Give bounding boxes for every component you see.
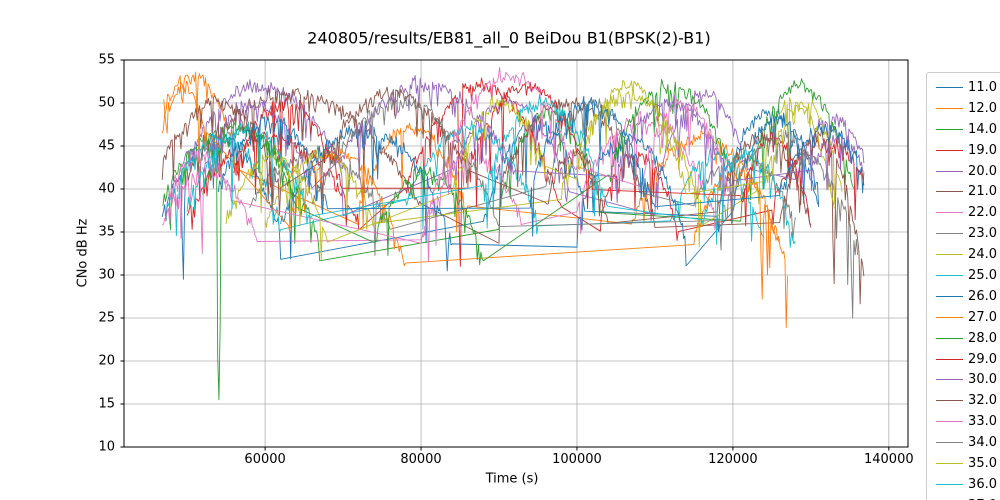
legend-label: 34.0	[968, 435, 997, 451]
x-tick-label: 120000	[708, 452, 758, 467]
legend-label: 36.0	[968, 476, 997, 492]
legend-line-swatch	[936, 254, 963, 256]
legend-line-swatch	[936, 337, 963, 339]
legend-item: 32.0	[927, 390, 1000, 411]
y-tick-label: 50	[98, 95, 115, 111]
legend-label: 35.0	[968, 455, 997, 471]
y-tick-label: 25	[98, 310, 115, 326]
legend-line-swatch	[936, 295, 963, 297]
legend: 11.0 12.0 14.0 19.0 20.0 21.0 22.0 23.0 24.0 25.0…	[926, 72, 1000, 500]
legend-item: 24.0	[927, 244, 1000, 265]
legend-line-swatch	[936, 462, 963, 464]
legend-line-swatch	[936, 86, 963, 88]
legend-item: 21.0	[927, 181, 1000, 202]
x-tick-label: 60000	[244, 452, 286, 467]
y-tick-label: 15	[98, 396, 115, 412]
legend-item: 25.0	[927, 265, 1000, 286]
legend-line-swatch	[936, 191, 963, 193]
legend-label: 14.0	[968, 121, 997, 137]
legend-item: 35.0	[927, 453, 1000, 474]
x-axis-label: Time (s)	[485, 471, 539, 487]
y-tick-label: 10	[98, 439, 115, 455]
legend-line-swatch	[936, 274, 963, 276]
legend-line-swatch	[936, 442, 963, 444]
legend-item: 29.0	[927, 349, 1000, 370]
legend-label: 24.0	[968, 247, 997, 263]
legend-line-swatch	[936, 316, 963, 318]
y-tick-label: 40	[98, 181, 115, 197]
x-tick-label: 80000	[400, 452, 442, 467]
legend-item: 26.0	[927, 286, 1000, 307]
legend-label: 25.0	[968, 267, 997, 283]
legend-line-swatch	[936, 170, 963, 172]
legend-item: 22.0	[927, 202, 1000, 223]
x-tick-label: 100000	[552, 452, 602, 467]
legend-line-swatch	[936, 107, 963, 109]
legend-label: 28.0	[968, 330, 997, 346]
y-tick-label: 35	[98, 224, 115, 240]
legend-item: 23.0	[927, 223, 1000, 244]
legend-label: 19.0	[968, 142, 997, 158]
legend-label: 20.0	[968, 163, 997, 179]
legend-line-swatch	[936, 128, 963, 130]
x-tick-label: 140000	[863, 452, 914, 467]
legend-line-swatch	[936, 421, 963, 423]
legend-line-swatch	[936, 400, 963, 402]
y-axis-label: CNo dB Hz	[75, 218, 91, 288]
legend-label: 27.0	[968, 309, 997, 325]
legend-label: 30.0	[968, 372, 997, 388]
legend-line-swatch	[936, 483, 963, 485]
legend-label: 32.0	[968, 393, 997, 409]
legend-label: 26.0	[968, 288, 997, 304]
legend-item: 28.0	[927, 328, 1000, 349]
legend-item: 34.0	[927, 432, 1000, 453]
legend-line-swatch	[936, 233, 963, 235]
legend-line-swatch	[936, 212, 963, 214]
y-tick-label: 30	[98, 267, 115, 283]
legend-label: 12.0	[968, 100, 997, 116]
legend-item: 14.0	[927, 119, 1000, 140]
legend-label: 37.0	[963, 498, 1000, 500]
y-tick-label: 20	[98, 353, 115, 369]
chart-title: 240805/results/EB81_all_0 BeiDou B1(BPSK…	[307, 28, 711, 48]
y-tick-label: 45	[98, 138, 115, 154]
legend-label: 33.0	[968, 414, 997, 430]
legend-item: 27.0	[927, 307, 1000, 328]
legend-line-swatch	[936, 379, 963, 381]
legend-label: 29.0	[968, 351, 997, 367]
y-tick-label: 55	[98, 52, 115, 68]
legend-item: 33.0	[927, 411, 1000, 432]
legend-label: 22.0	[968, 205, 997, 221]
legend-item: 11.0	[927, 77, 1000, 98]
legend-item: 30.0	[927, 369, 1000, 390]
legend-item: 37.0	[927, 495, 1000, 500]
legend-line-swatch	[936, 358, 963, 360]
legend-label: 23.0	[968, 226, 997, 242]
legend-item: 20.0	[927, 161, 1000, 182]
legend-label: 21.0	[968, 184, 997, 200]
legend-item: 12.0	[927, 98, 1000, 119]
legend-line-swatch	[936, 149, 963, 151]
legend-label: 11.0	[968, 79, 997, 95]
legend-item: 19.0	[927, 140, 1000, 161]
legend-item: 36.0	[927, 474, 1000, 495]
